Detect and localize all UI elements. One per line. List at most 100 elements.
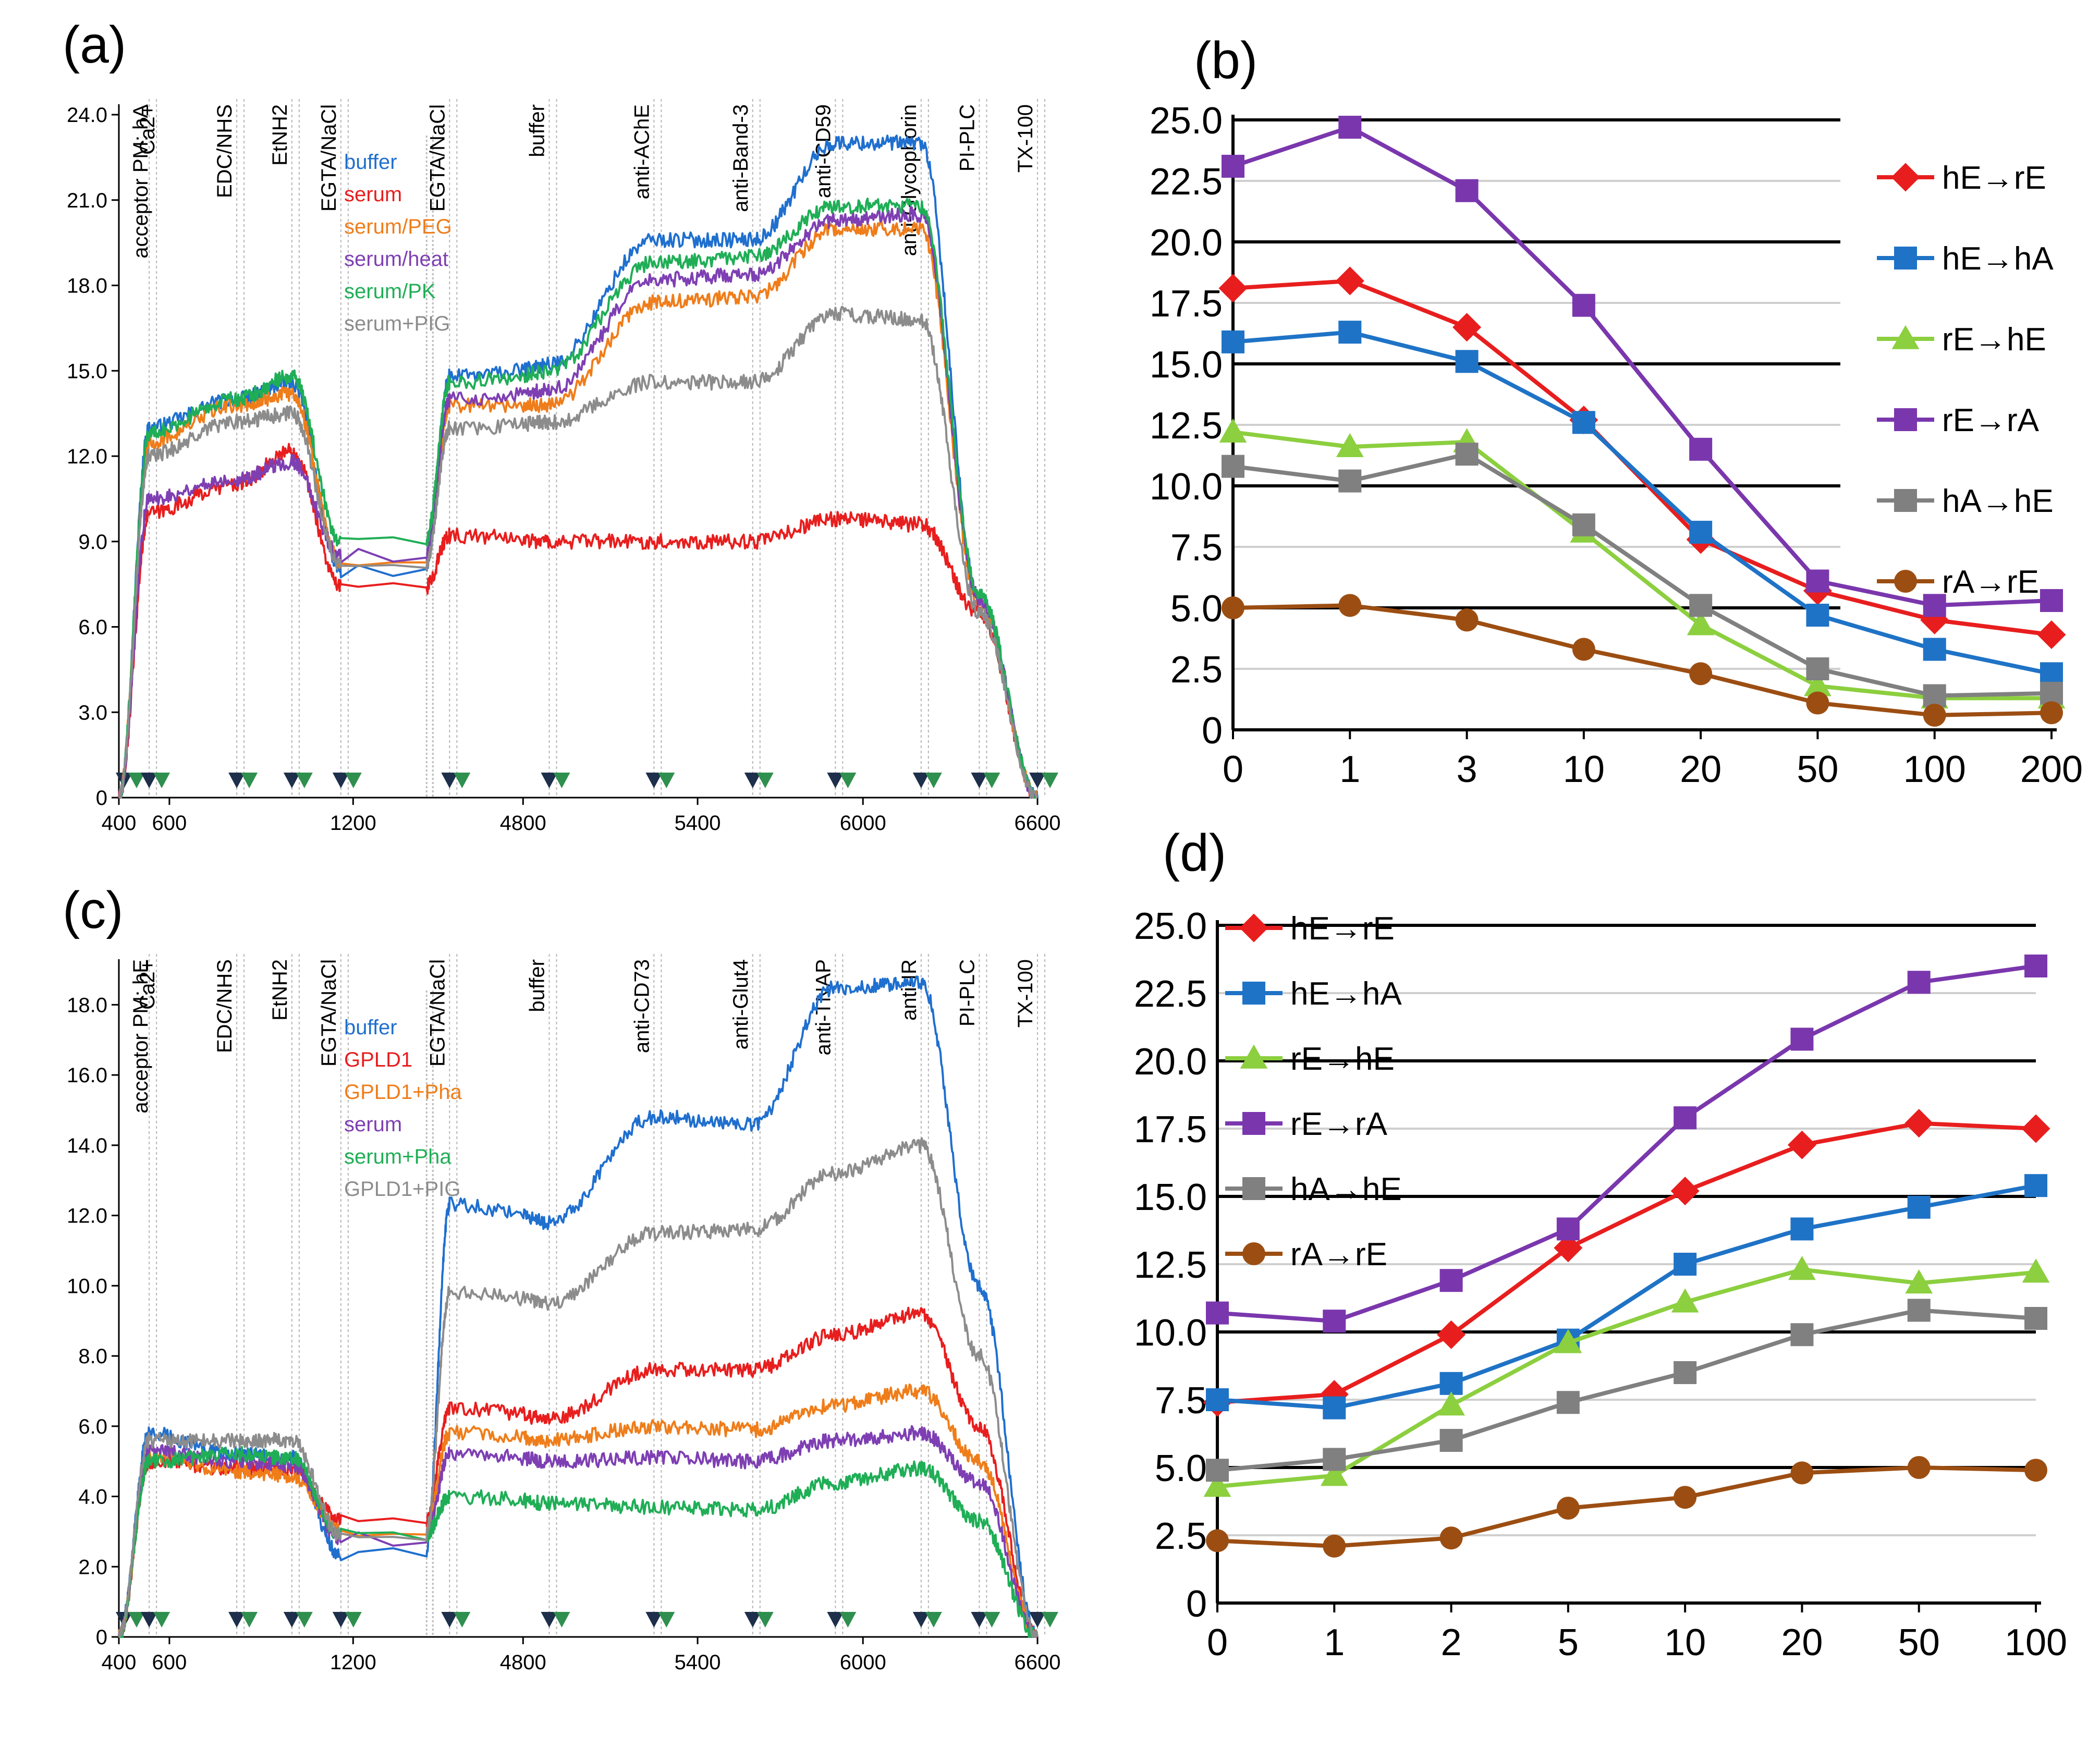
x-tick-label: 1200 [330,1651,376,1674]
series-trace-gpld1-pha [118,1383,1039,1638]
x-tick-label: 600 [152,812,187,835]
square-marker [2024,955,2047,977]
injection-arrow-marker [839,773,857,788]
injection-arrow-marker [645,773,663,788]
circle-marker [1790,1461,1814,1485]
circle-marker [1894,570,1917,593]
circle-marker [1323,1534,1346,1558]
x-tick-label: 400 [102,812,137,835]
panel-a-time-course-chart: 0 3.0 6.0 9.0 12.0 15.0 18.0 21.0 24.0 400 600 1200… [67,99,1060,835]
injection-arrow-marker [983,773,1000,788]
legend-entry: serum [344,183,402,206]
series-trace-gpld1 [118,1306,1038,1638]
series-line-2 [1217,1267,2036,1489]
injection-arrow-marker [971,773,988,788]
square-marker [1242,1112,1265,1135]
y-tick-label: 4.0 [78,1486,107,1509]
square-marker [1242,982,1265,1005]
x-tick-label: 5400 [675,812,721,835]
y-tick-label: 16.0 [67,1064,107,1087]
diamond-marker [1904,1109,1934,1138]
y-tick-label: 7.5 [1155,1380,1207,1422]
circle-marker [1222,596,1244,619]
event-label: EGTA/NaCl [318,104,340,212]
injection-arrow-marker [141,773,158,788]
legend-entry: GPLD1+Pha [344,1081,462,1104]
x-tick-label: 20 [1680,749,1721,790]
y-tick-label: 0 [1186,1583,1207,1625]
x-tick-label: 5 [1558,1622,1579,1664]
y-tick-label: 5.0 [1155,1448,1207,1489]
event-label: anti-Glut4 [729,959,752,1049]
y-tick-label: 15.0 [67,360,107,383]
y-tick-label: 12.5 [1134,1244,1207,1286]
legend-entry: hE→rE [1290,911,1395,947]
triangle-marker [1203,1473,1231,1497]
legend-entry: GPLD1+PIG [344,1178,460,1201]
square-marker [1806,569,1829,593]
square-marker [1455,443,1479,466]
triangle-marker [1554,1329,1582,1353]
square-marker [1338,116,1362,139]
injection-arrow-marker [128,1612,145,1628]
injection-arrow-marker [756,773,774,788]
series-line-2 [1232,430,2052,701]
injection-arrow-marker [441,1612,458,1628]
y-tick-label: 18.0 [67,994,107,1017]
triangle-marker [1240,1044,1268,1069]
circle-marker [1338,594,1362,617]
panel-a-letter: (a) [63,16,126,74]
injection-arrow-marker [645,1612,663,1628]
series-line-4 [1232,452,2052,698]
panel-c-letter: (c) [63,881,124,939]
injection-arrow-marker [454,773,471,788]
square-marker [1572,294,1595,317]
x-tick-label: 20 [1781,1622,1823,1664]
injection-arrow-marker [345,1612,362,1628]
y-tick-label: 12.5 [1150,405,1223,447]
y-tick-label: 15.0 [1150,344,1223,386]
series-line-0 [1217,1121,2036,1405]
injection-arrow-marker [454,1612,471,1628]
y-tick-label: 2.5 [1155,1515,1207,1557]
x-tick-label: 4800 [500,1651,546,1674]
square-marker [1790,1323,1814,1347]
y-tick-label: 2.0 [78,1556,107,1579]
series-line-5 [1232,603,2052,717]
event-label: buffer [526,959,548,1012]
y-tick-label: 12.0 [67,1205,107,1228]
square-marker [1556,1217,1580,1241]
y-tick-label: 20.0 [1134,1041,1207,1083]
legend-entry: hA→hE [1942,483,2054,519]
diamond-marker [1437,1320,1466,1349]
y-tick-label: 25.0 [1150,100,1223,142]
square-marker [1439,1372,1463,1395]
y-tick-label: 17.5 [1134,1109,1207,1151]
injection-arrow-marker [744,773,761,788]
event-label: anti-CD73 [630,959,653,1053]
legend-entry: hE→hA [1290,976,1402,1012]
panel-d-letter: (d) [1163,824,1226,882]
injection-arrow-marker [128,773,145,788]
injection-arrow-marker [756,1612,774,1628]
series-line-1 [1217,1183,2036,1410]
square-marker [1806,604,1829,627]
square-marker [1323,1310,1346,1333]
x-tick-label: 3 [1457,749,1478,790]
x-tick-label: 0 [1223,749,1243,790]
square-marker [1894,247,1917,270]
square-marker [1790,1028,1814,1051]
y-tick-label: 0 [96,787,107,810]
legend-entry: rA→rE [1290,1237,1387,1273]
triangle-marker [1336,433,1364,457]
injection-arrow-marker [296,773,313,788]
square-marker [1338,469,1362,493]
series-trace-serum-pk [118,198,1038,799]
triangle-marker [1788,1256,1816,1280]
square-marker [1338,321,1362,344]
triangle-marker [1891,325,1920,349]
series-line-1 [1232,330,2052,676]
square-marker [2040,589,2063,612]
x-tick-label: 4800 [500,812,546,835]
injection-arrow-marker [839,1612,857,1628]
